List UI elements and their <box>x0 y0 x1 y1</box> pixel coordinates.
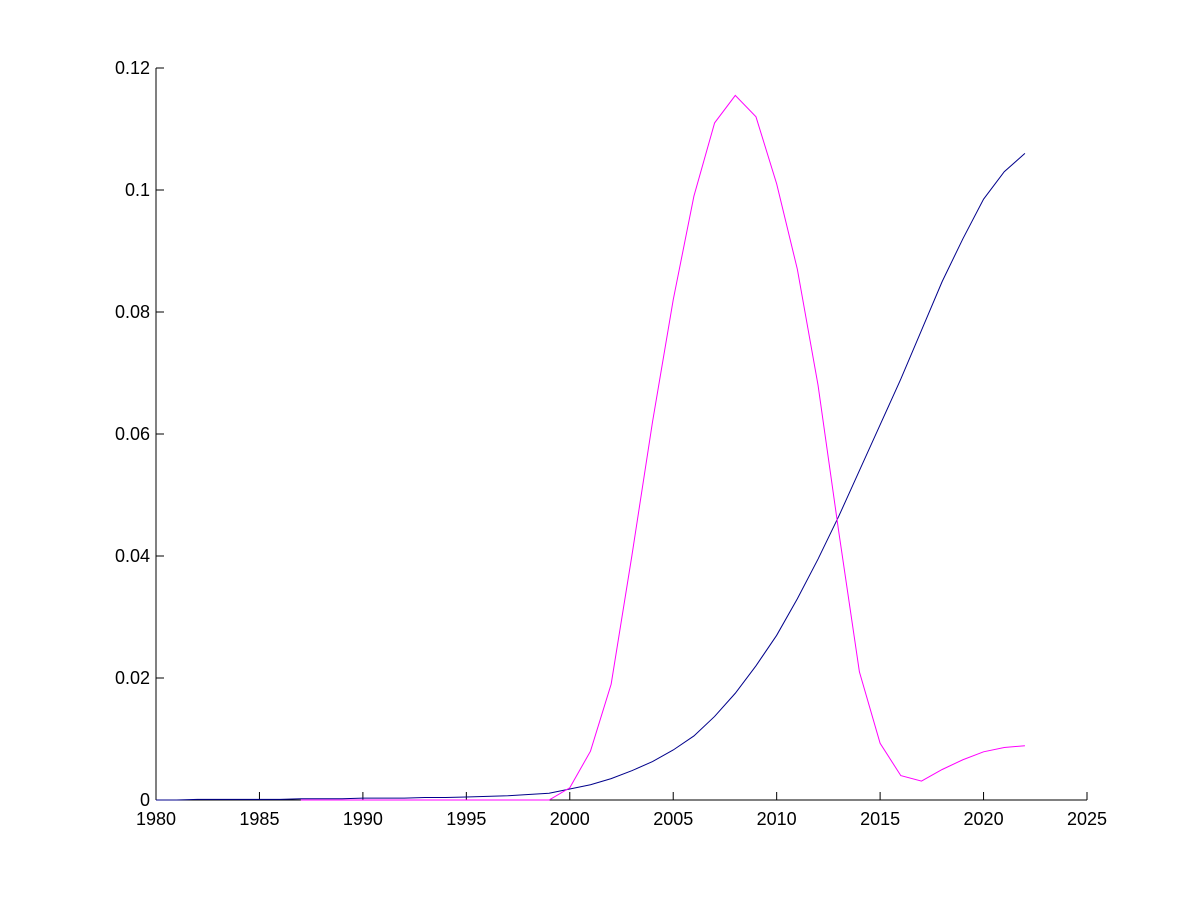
x-tick-label: 1980 <box>136 809 176 829</box>
x-tick-label: 2005 <box>653 809 693 829</box>
y-tick-label: 0.02 <box>115 668 150 688</box>
y-tick-label: 0.1 <box>125 180 150 200</box>
x-tick-label: 1995 <box>446 809 486 829</box>
x-tick-label: 2015 <box>860 809 900 829</box>
y-tick-label: 0.04 <box>115 546 150 566</box>
y-tick-label: 0.08 <box>115 302 150 322</box>
y-tick-label: 0 <box>140 790 150 810</box>
y-tick-label: 0.12 <box>115 58 150 78</box>
x-tick-label: 1985 <box>239 809 279 829</box>
x-tick-label: 2020 <box>964 809 1004 829</box>
x-tick-label: 2000 <box>550 809 590 829</box>
x-tick-label: 2010 <box>757 809 797 829</box>
y-tick-label: 0.06 <box>115 424 150 444</box>
data-line <box>156 153 1026 801</box>
data-line <box>300 94 1025 801</box>
x-tick-label: 2025 <box>1067 809 1107 829</box>
x-tick-label: 1990 <box>343 809 383 829</box>
